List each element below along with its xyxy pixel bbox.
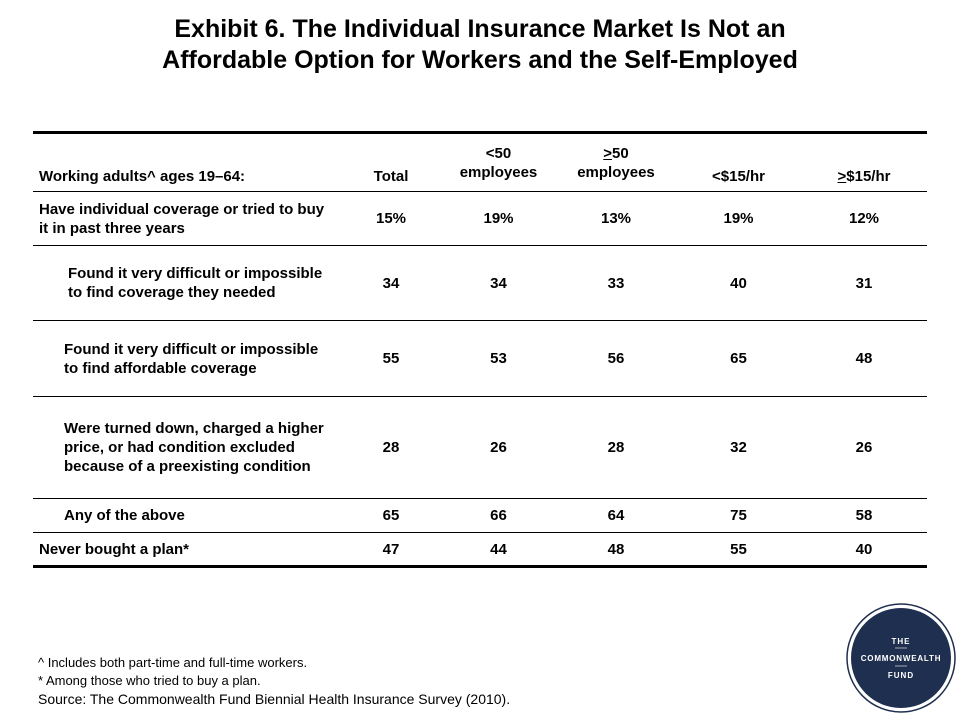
cell-lt15: 32	[730, 439, 747, 456]
table-row: Found it very difficult or impossible to…	[33, 321, 927, 397]
header-ge50-employees: >50 employees	[556, 133, 676, 192]
logo-disc	[851, 608, 951, 708]
header-lt50-line2: employees	[459, 163, 538, 181]
header-lt50-employees: <50 employees	[441, 133, 556, 192]
cell-lt50: 34	[490, 274, 507, 292]
table-row: Have individual coverage or tried to buy…	[33, 192, 927, 246]
footnote-part-time: ^ Includes both part-time and full-time …	[38, 655, 308, 670]
row-label: Never bought a plan*	[39, 540, 190, 558]
cell-ge50: 64	[607, 507, 625, 524]
logo-text-fund: FUND	[888, 671, 914, 680]
cell-ge50: 33	[607, 274, 625, 292]
header-lt15-hr: <$15/hr	[712, 168, 765, 185]
cell-lt50: 53	[490, 350, 507, 367]
table-row: Were turned down, charged a higher price…	[33, 397, 927, 499]
cell-ge15: 26	[855, 439, 873, 456]
data-table: Working adults^ ages 19–64: Total <50 em…	[33, 131, 927, 568]
source-note: Source: The Commonwealth Fund Biennial H…	[38, 691, 511, 707]
cell-total: 55	[382, 350, 400, 367]
cell-ge15: 12%	[848, 210, 880, 227]
cell-lt15: 65	[730, 350, 747, 367]
cell-total: 28	[382, 439, 400, 456]
header-working-adults: Working adults^ ages 19–64:	[39, 168, 246, 185]
cell-ge50: 56	[607, 350, 625, 367]
table-header-row: Working adults^ ages 19–64: Total <50 em…	[33, 132, 927, 192]
title-line-1: Exhibit 6. The Individual Insurance Mark…	[174, 15, 786, 43]
row-label: Any of the above	[64, 507, 185, 524]
cell-lt50: 26	[490, 439, 507, 456]
table-row: Found it very difficult or impossible to…	[33, 246, 927, 321]
header-ge15-rest: $15/hr	[846, 168, 891, 185]
cell-ge50: 28	[607, 439, 625, 456]
title-line-2: Affordable Option for Workers and the Se…	[162, 46, 798, 74]
cell-lt50: 19%	[483, 210, 514, 227]
exhibit-title: Exhibit 6. The Individual Insurance Mark…	[0, 14, 960, 76]
header-ge50-number: 50	[612, 144, 629, 162]
cell-ge50: 48	[607, 540, 625, 558]
cell-lt50: 44	[490, 540, 507, 558]
row-label: Were turned down, charged a higher price…	[64, 420, 324, 475]
cell-total: 34	[382, 274, 400, 292]
row-label: Have individual coverage or tried to buy…	[39, 200, 325, 237]
header-ge15-symbol: >	[837, 168, 847, 185]
table-row: Never bought a plan* 47 44 48 55 40	[33, 533, 927, 567]
cell-total: 15%	[375, 210, 407, 227]
header-lt50-line1: <50	[485, 144, 512, 162]
cell-ge15: 48	[855, 350, 873, 367]
cell-ge15: 58	[855, 507, 873, 524]
logo-text-commonwealth: COMMONWEALTH	[861, 654, 942, 663]
table-row: Any of the above 65 66 64 75 58	[33, 499, 927, 533]
cell-lt50: 66	[490, 507, 507, 524]
footnote-tried-to-buy: * Among those who tried to buy a plan.	[38, 673, 261, 688]
logo-text-the: THE	[892, 637, 911, 646]
cell-lt15: 55	[730, 540, 747, 558]
row-label: Found it very difficult or impossible to…	[64, 340, 319, 377]
row-label: Found it very difficult or impossible to…	[68, 265, 323, 301]
cell-ge50: 13%	[600, 210, 632, 227]
header-ge50-line1: >50	[556, 144, 676, 163]
cell-lt15: 40	[730, 274, 747, 292]
header-ge15-hr: >$15/hr	[801, 133, 927, 192]
data-table-container: Working adults^ ages 19–64: Total <50 em…	[33, 131, 927, 568]
cell-lt15: 19%	[723, 210, 754, 227]
cell-lt15: 75	[730, 507, 747, 524]
footnotes: ^ Includes both part-time and full-time …	[38, 654, 510, 708]
header-ge50-line2: employees	[577, 163, 655, 181]
cell-ge15: 31	[855, 274, 873, 292]
commonwealth-fund-logo: THE COMMONWEALTH FUND	[846, 603, 956, 713]
cell-total: 47	[382, 540, 400, 558]
cell-total: 65	[382, 507, 400, 524]
cell-ge15: 40	[855, 540, 873, 558]
header-ge50-symbol: >	[603, 144, 613, 162]
header-total: Total	[373, 168, 409, 185]
